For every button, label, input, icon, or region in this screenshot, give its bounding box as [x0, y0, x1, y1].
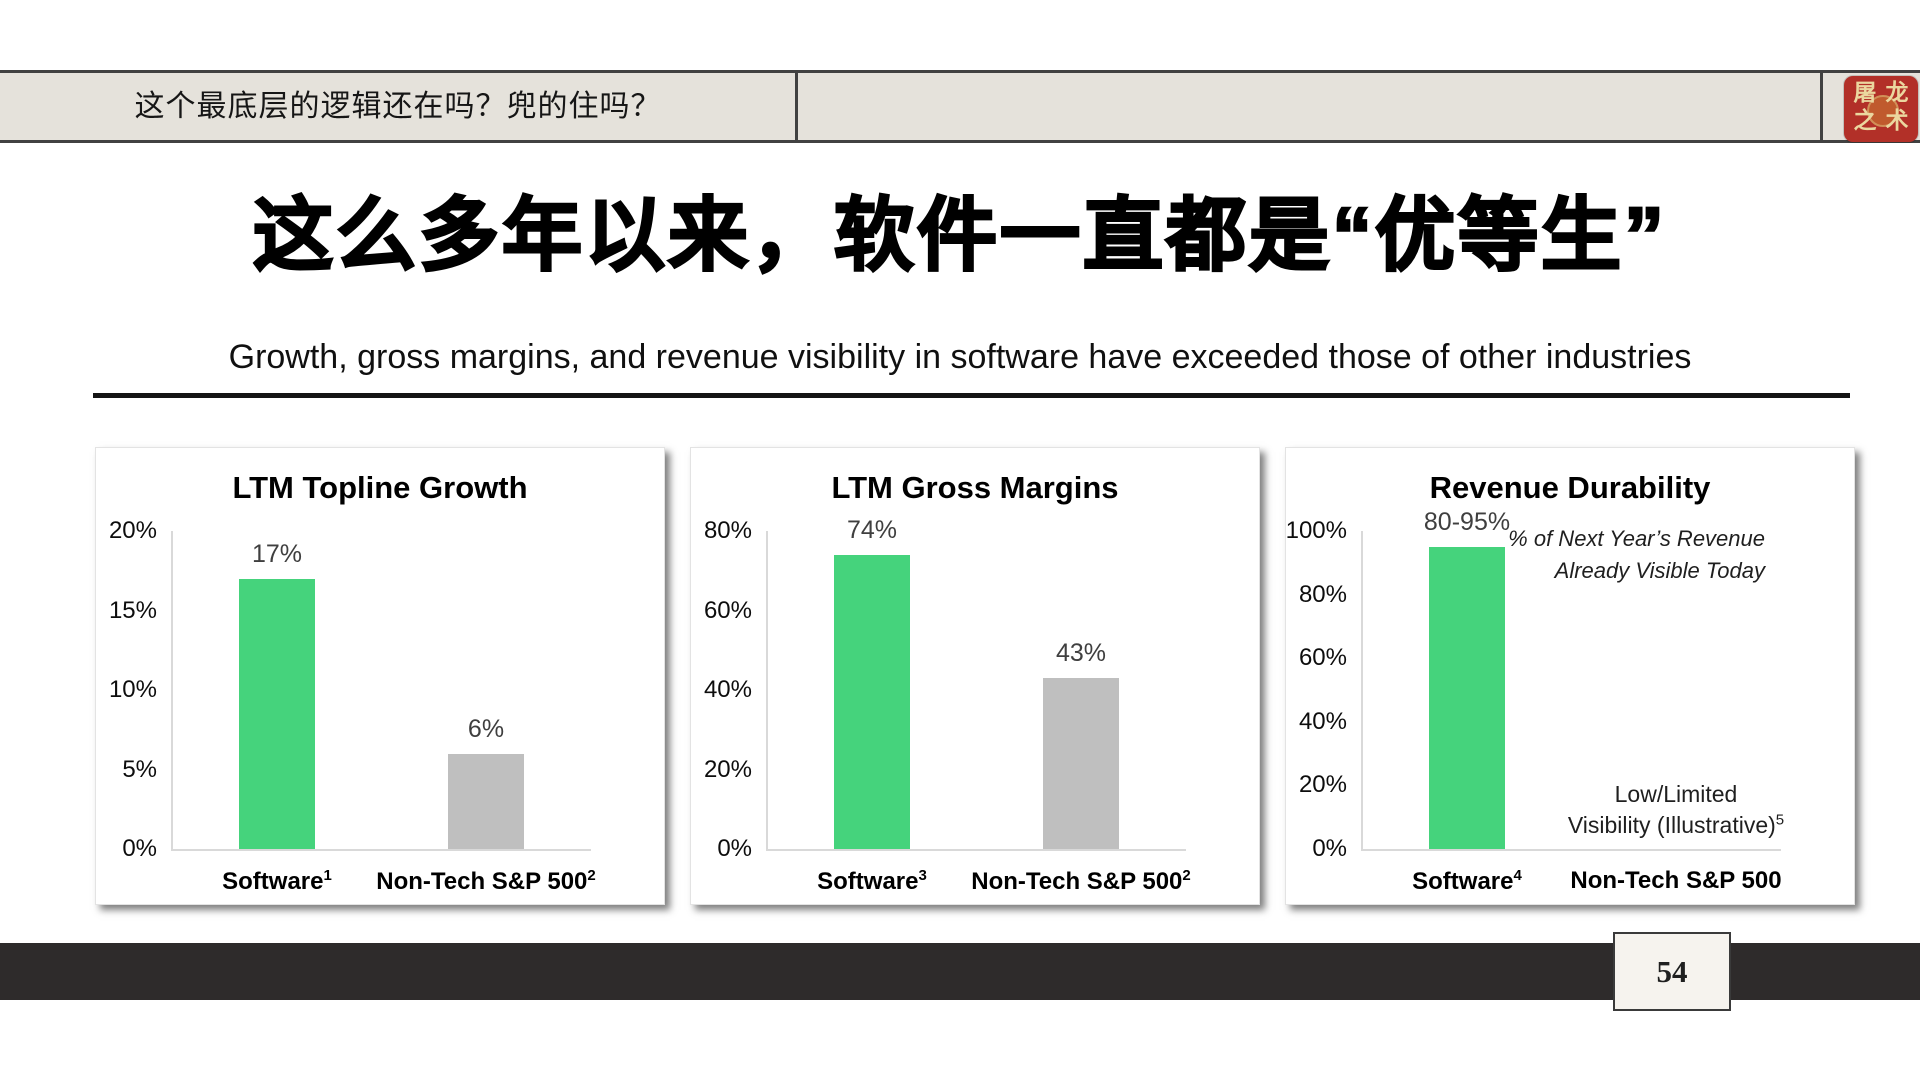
superscript: 2 [587, 867, 596, 884]
chart-2-ytick: 60% [703, 596, 752, 624]
page-number: 54 [1656, 953, 1688, 989]
chart-1-ytick: 5% [122, 755, 157, 783]
chart-3-ytick: 20% [1298, 771, 1347, 799]
chart-3-title: Revenue Durability [1429, 470, 1711, 505]
chart-2-panel: LTM Gross Margins 80% 60% 40% 20% 0% 74% 43% Sof… [690, 447, 1260, 905]
logo-char-4: 术 [1885, 106, 1909, 133]
subtitle-underline [93, 393, 1850, 398]
chart-1-category-1: Software1 [222, 867, 332, 895]
chart-2-plot-area: 80% 60% 40% 20% 0% 74% 43% [704, 516, 1186, 862]
chart-3-x-axis [1361, 849, 1781, 851]
chart-1-x-axis [171, 849, 591, 851]
chart-1-y-axis [171, 531, 173, 849]
superscript: 3 [918, 867, 927, 884]
chart-3-annotation-bottom-right: Low/Limited Visibility (Illustrative)5 [1567, 780, 1785, 838]
chart-1-panel: LTM Topline Growth 20% 15% 10% 5% 0% 17% 6% Soft… [95, 447, 665, 905]
chart-3-category-2: Non-Tech S&P 500 [1570, 867, 1782, 894]
chart-2-x-axis [766, 849, 1186, 851]
chart-2-bar-value-2: 43% [1055, 639, 1107, 668]
chart-3-category-1: Software4 [1412, 867, 1522, 895]
footer-bar [0, 943, 1920, 1000]
chart-3-plot-area: 100% 80% 60% 40% 20% 0% 80-95%% of Next Year’s… [1286, 508, 1785, 862]
header-divider [795, 73, 798, 140]
chart-3-bar-1 [1429, 546, 1505, 849]
chart-2-category-2: Non-Tech S&P 5002 [971, 867, 1191, 895]
chart-1-ytick: 15% [108, 596, 157, 624]
chart-1-bar-2 [448, 753, 524, 849]
chart-1-bar-value-1: 17% [251, 539, 303, 568]
chart-1-ytick: 10% [108, 676, 157, 703]
chart-2-bar-value-1: 74% [846, 515, 898, 544]
header-bar: 这个最底层的逻辑还在吗？兜的住吗？ 屠 龙 之 术 [0, 70, 1920, 143]
chart-3-bar-value-1: 80-95% [1423, 507, 1511, 536]
chart-3-y-axis [1361, 531, 1363, 849]
chart-2-y-axis [766, 531, 768, 849]
chart-3-ytick: 80% [1298, 580, 1347, 608]
chart-2-ytick: 80% [703, 517, 752, 544]
logo-char-1: 屠 [1853, 79, 1877, 106]
chart-2-title: LTM Gross Margins [831, 470, 1119, 505]
logo-characters: 屠 龙 之 术 [1844, 76, 1918, 142]
chart-1-bar-1 [239, 578, 315, 849]
header-divider-right [1820, 73, 1823, 140]
chart-3-ytick: 0% [1312, 835, 1347, 862]
superscript: 2 [1182, 867, 1191, 884]
chart-1-ytick: 0% [122, 835, 157, 862]
chart-2-ytick: 20% [703, 755, 752, 783]
chart-3-annotation-top-right: % of Next Year’s Revenue Already Visible … [1508, 526, 1765, 583]
chart-2-ytick: 0% [717, 835, 752, 862]
slide-subtitle: Growth, gross margins, and revenue visib… [228, 338, 1692, 376]
chart-3-ytick: 100% [1285, 517, 1347, 544]
page-number-box: 54 [1613, 932, 1731, 1011]
superscript: 1 [323, 867, 332, 884]
logo: 屠 龙 之 术 [1844, 76, 1918, 142]
chart-3-ytick: 60% [1298, 644, 1347, 672]
header-question-cell: 这个最底层的逻辑还在吗？兜的住吗？ [0, 73, 796, 140]
charts-row: LTM Topline Growth 20% 15% 10% 5% 0% 17% 6% Soft… [95, 447, 1855, 905]
chart-2-category-1: Software3 [817, 867, 927, 895]
logo-char-3: 之 [1853, 106, 1877, 133]
logo-char-2: 龙 [1885, 79, 1909, 106]
header-question-text: 这个最底层的逻辑还在吗？兜的住吗？ [134, 90, 662, 123]
logo-seal-icon [1867, 95, 1899, 127]
chart-1-bar-value-2: 6% [467, 714, 505, 743]
chart-1-category-2: Non-Tech S&P 5002 [376, 867, 596, 895]
chart-3-panel: Revenue Durability 100% 80% 60% 40% 20% 0% 80-9… [1285, 447, 1855, 905]
slide-title: 这么多年以来，软件一直都是“优等生” [252, 190, 1667, 282]
chart-2-bar-2 [1043, 678, 1119, 849]
superscript: 5 [1775, 811, 1785, 829]
chart-1-title: LTM Topline Growth [232, 470, 528, 505]
superscript: 4 [1513, 867, 1522, 884]
chart-1-ytick: 20% [108, 517, 157, 544]
chart-2-ytick: 40% [703, 676, 752, 703]
chart-2-bar-1 [834, 554, 910, 849]
chart-3-ytick: 40% [1298, 707, 1347, 735]
chart-1-plot-area: 20% 15% 10% 5% 0% 17% 6% [109, 517, 591, 862]
